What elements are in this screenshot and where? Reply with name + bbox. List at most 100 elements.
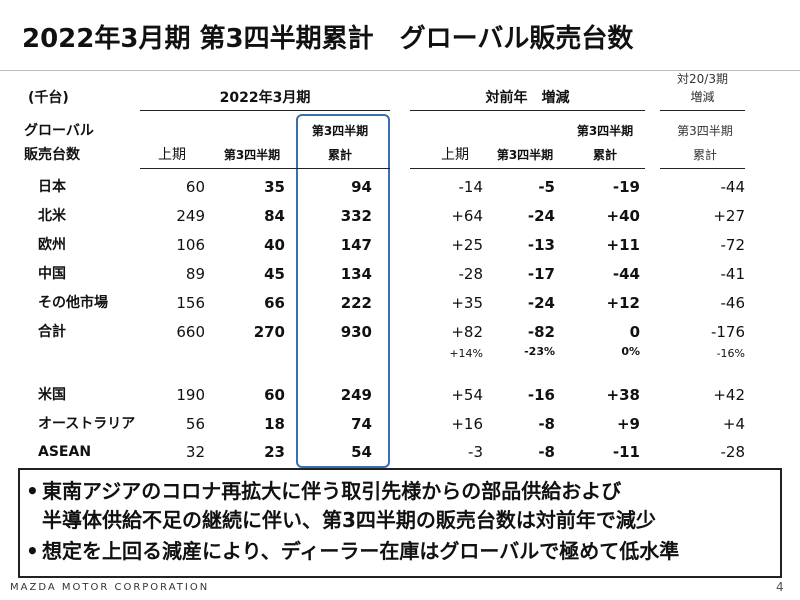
cell: -8 (538, 443, 555, 461)
cell: -14 (458, 178, 484, 196)
cell: -17 (527, 265, 555, 283)
cell: 249 (176, 207, 205, 225)
cell: 84 (264, 207, 285, 225)
header-rule (410, 168, 645, 169)
row-label: 中国 (38, 266, 66, 282)
header-rule (660, 110, 745, 111)
column-header: 第3四半期 (496, 148, 554, 162)
column-header: 第3四半期 (223, 148, 281, 162)
title-rule (0, 70, 800, 71)
column-header: 上期 (158, 147, 186, 163)
column-header: 第3四半期 (677, 124, 733, 138)
cell: 106 (176, 236, 205, 254)
cell: 190 (176, 386, 205, 404)
cell: +9 (616, 415, 640, 433)
row-label: オーストラリア (38, 416, 136, 432)
cell: 249 (340, 386, 372, 404)
cell: +64 (451, 207, 483, 225)
sub-cell: 0% (621, 345, 640, 358)
cell: 60 (264, 386, 285, 404)
cell: -28 (458, 265, 484, 283)
cell: 45 (264, 265, 285, 283)
group-header: 2022年3月期 (219, 90, 311, 106)
column-header: 累計 (692, 148, 717, 162)
cell: -82 (527, 323, 555, 341)
cell: 930 (340, 323, 372, 341)
cell: 222 (340, 294, 372, 312)
page-number: 4 (776, 580, 784, 594)
bullet-text: 東南アジアのコロナ再拡大に伴う取引先様からの部品供給および (26, 478, 621, 504)
row-label: 欧州 (38, 237, 66, 253)
cell: 156 (176, 294, 205, 312)
header-rule (140, 110, 390, 111)
cell: 40 (264, 236, 285, 254)
sub-cell: -23% (524, 345, 555, 358)
cell: -11 (612, 443, 640, 461)
column-header: 累計 (592, 148, 617, 162)
row-header: 販売台数 (24, 147, 80, 163)
cell: -8 (538, 415, 555, 433)
cell: 147 (340, 236, 372, 254)
footer-company: MAZDA MOTOR CORPORATION (10, 582, 210, 593)
cell: 134 (340, 265, 372, 283)
row-label: 北米 (38, 208, 66, 224)
unit-label: (千台) (28, 90, 69, 106)
highlight-box (296, 114, 390, 468)
cell: 32 (185, 443, 205, 461)
cell: -5 (538, 178, 555, 196)
bullet-box (18, 468, 782, 578)
cell: -19 (612, 178, 640, 196)
cell: -41 (720, 265, 746, 283)
cell: 56 (185, 415, 205, 433)
cell: 18 (264, 415, 285, 433)
cell: +35 (451, 294, 483, 312)
cell: 94 (351, 178, 372, 196)
title: 2022年3月期 第3四半期累計 グローバル販売台数 (22, 24, 634, 54)
bullet-text: 想定を上回る減産により、ディーラー在庫はグローバルで極めて低水準 (26, 538, 679, 564)
cell: -176 (710, 323, 745, 341)
column-header: 第3四半期 (311, 124, 369, 138)
sub-cell: -16% (716, 347, 745, 360)
cell: 270 (253, 323, 285, 341)
cell: -13 (527, 236, 555, 254)
cell: 66 (264, 294, 285, 312)
side-header: 増減 (690, 90, 715, 104)
cell: 35 (264, 178, 285, 196)
cell: 54 (351, 443, 372, 461)
row-header: グローバル (24, 123, 94, 139)
cell: +38 (606, 386, 640, 404)
cell: 0 (629, 323, 640, 341)
cell: 89 (185, 265, 205, 283)
cell: -24 (527, 207, 555, 225)
column-header: 第3四半期 (576, 124, 634, 138)
cell: -16 (527, 386, 555, 404)
cell: +54 (451, 386, 483, 404)
row-label: ASEAN (38, 444, 92, 460)
cell: -24 (527, 294, 555, 312)
cell: -44 (720, 178, 746, 196)
header-rule (140, 168, 390, 169)
group-header: 対前年 増減 (485, 90, 570, 106)
cell: +42 (713, 386, 745, 404)
bullet-text: 半導体供給不足の継続に伴い、第3四半期の販売台数は対前年で減少 (42, 508, 656, 532)
cell: +27 (713, 207, 745, 225)
column-header: 上期 (441, 147, 469, 163)
header-rule (660, 168, 745, 169)
cell: +16 (451, 415, 483, 433)
header-rule (410, 110, 645, 111)
cell: +11 (606, 236, 640, 254)
cell: -28 (720, 443, 746, 461)
cell: +25 (451, 236, 483, 254)
row-label: 合計 (38, 324, 66, 340)
cell: 74 (351, 415, 372, 433)
cell: 660 (176, 323, 205, 341)
cell: +4 (722, 415, 745, 433)
column-header: 累計 (327, 148, 352, 162)
cell: 332 (340, 207, 372, 225)
row-label: 米国 (38, 387, 66, 403)
cell: +40 (606, 207, 640, 225)
cell: +82 (451, 323, 483, 341)
cell: -72 (720, 236, 746, 254)
cell: 60 (185, 178, 205, 196)
